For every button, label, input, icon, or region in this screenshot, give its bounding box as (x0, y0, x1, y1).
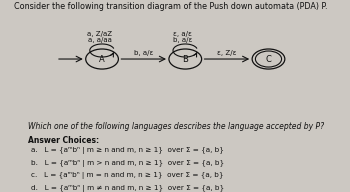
Text: B: B (182, 55, 188, 64)
Text: C: C (266, 55, 271, 64)
Text: a, Z/aZ: a, Z/aZ (87, 31, 112, 37)
Text: a, a/aa: a, a/aa (88, 37, 112, 43)
Text: ε, a/ε: ε, a/ε (173, 31, 192, 37)
Text: a.   L = {aᵐbⁿ | m ≥ n and m, n ≥ 1}  over Σ = {a, b}: a. L = {aᵐbⁿ | m ≥ n and m, n ≥ 1} over … (31, 147, 224, 154)
Text: Which one of the following languages describes the language accepted by P?: Which one of the following languages des… (28, 122, 324, 131)
Text: ε, Z/ε: ε, Z/ε (217, 50, 237, 56)
Text: b, a/ε: b, a/ε (134, 50, 153, 56)
Text: c.   L = {aᵐbⁿ | m = n and m, n ≥ 1}  over Σ = {a, b}: c. L = {aᵐbⁿ | m = n and m, n ≥ 1} over … (31, 172, 223, 179)
Text: Consider the following transition diagram of the Push down automata (PDA) P.: Consider the following transition diagra… (14, 2, 327, 11)
Text: b, a/ε: b, a/ε (173, 37, 193, 43)
Text: b.   L = {aᵐbⁿ | m > n and m, n ≥ 1}  over Σ = {a, b}: b. L = {aᵐbⁿ | m > n and m, n ≥ 1} over … (31, 160, 224, 167)
Text: A: A (99, 55, 105, 64)
Text: d.   L = {aᵐbⁿ | m ≠ n and m, n ≥ 1}  over Σ = {a, b}: d. L = {aᵐbⁿ | m ≠ n and m, n ≥ 1} over … (31, 185, 224, 192)
Text: Answer Choices:: Answer Choices: (28, 137, 99, 146)
